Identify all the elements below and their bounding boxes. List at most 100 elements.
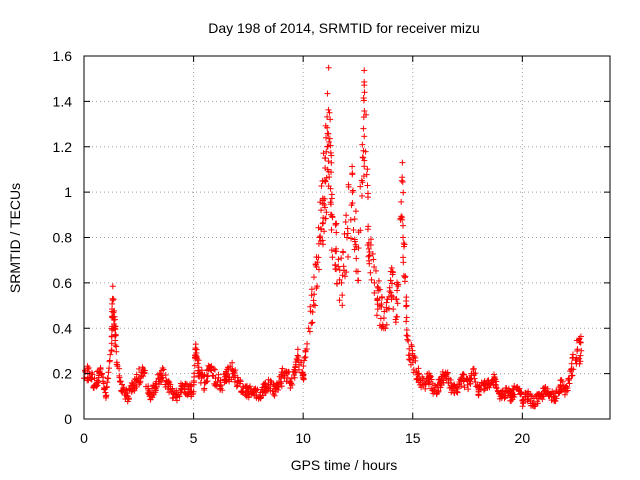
data-point xyxy=(190,381,197,388)
data-point xyxy=(569,372,576,379)
data-point xyxy=(181,385,188,392)
data-point xyxy=(415,370,422,377)
y-tick-label: 0.4 xyxy=(53,320,73,336)
data-point xyxy=(237,377,244,384)
data-point xyxy=(358,192,365,199)
data-point xyxy=(345,183,352,190)
data-point xyxy=(456,381,463,388)
data-point xyxy=(94,379,101,386)
data-point xyxy=(245,394,252,401)
data-point xyxy=(578,347,585,354)
data-point xyxy=(119,387,126,394)
data-point xyxy=(378,293,385,300)
data-point xyxy=(370,256,377,263)
data-point xyxy=(419,373,426,380)
data-point xyxy=(347,235,354,242)
data-point xyxy=(361,67,368,74)
y-tick-label: 0 xyxy=(64,411,72,427)
grid xyxy=(84,56,610,419)
data-point xyxy=(335,256,342,263)
data-point xyxy=(322,122,329,129)
data-point xyxy=(349,200,356,207)
data-point xyxy=(444,369,451,376)
data-point xyxy=(398,213,405,220)
data-point xyxy=(437,378,444,385)
data-point xyxy=(524,398,531,405)
data-point xyxy=(351,216,358,223)
data-point xyxy=(371,263,378,270)
data-point xyxy=(300,363,307,370)
data-point xyxy=(324,143,331,150)
data-point xyxy=(375,285,382,292)
data-point xyxy=(89,371,96,378)
data-point xyxy=(324,113,331,120)
data-point xyxy=(160,366,167,373)
data-point xyxy=(324,90,331,97)
data-point xyxy=(105,375,112,382)
data-point xyxy=(113,348,120,355)
data-point xyxy=(323,134,330,141)
data-point xyxy=(383,321,390,328)
data-point xyxy=(366,249,373,256)
data-point xyxy=(300,371,307,378)
data-point xyxy=(341,273,348,280)
data-point xyxy=(403,332,410,339)
data-point xyxy=(576,355,583,362)
data-point xyxy=(310,274,317,281)
data-point xyxy=(288,375,295,382)
data-point xyxy=(354,268,361,275)
data-point xyxy=(568,360,575,367)
data-point xyxy=(422,380,429,387)
data-point xyxy=(162,371,169,378)
data-point xyxy=(357,227,364,234)
data-point xyxy=(349,187,356,194)
data-point xyxy=(525,391,532,398)
data-point xyxy=(506,389,513,396)
data-point xyxy=(557,381,564,388)
data-point xyxy=(329,213,336,220)
data-point xyxy=(186,389,193,396)
data-point xyxy=(321,228,328,235)
data-point xyxy=(465,386,472,393)
data-point xyxy=(105,369,112,376)
data-point xyxy=(400,189,407,196)
data-point xyxy=(367,236,374,243)
data-point xyxy=(486,382,493,389)
data-point xyxy=(383,306,390,313)
data-point xyxy=(470,365,477,372)
data-point xyxy=(363,111,370,118)
data-point xyxy=(577,338,584,345)
data-point xyxy=(380,315,387,322)
data-point xyxy=(113,343,120,350)
data-point xyxy=(103,384,110,391)
data-point xyxy=(342,218,349,225)
data-point xyxy=(158,375,165,382)
data-point xyxy=(540,393,547,400)
x-axis-label: GPS time / hours xyxy=(291,457,398,473)
data-point xyxy=(316,234,323,241)
data-point xyxy=(136,381,143,388)
data-point xyxy=(314,259,321,266)
data-point xyxy=(403,318,410,325)
y-tick-label: 0.8 xyxy=(53,230,73,246)
data-point xyxy=(514,385,521,392)
data-point xyxy=(188,393,195,400)
y-axis-label: SRMTID / TECUs xyxy=(7,183,23,293)
data-point xyxy=(387,289,394,296)
data-point xyxy=(328,159,335,166)
data-point xyxy=(339,302,346,309)
data-point xyxy=(422,385,429,392)
data-point xyxy=(359,154,366,161)
data-point xyxy=(574,346,581,353)
data-point xyxy=(471,371,478,378)
data-point xyxy=(212,381,219,388)
data-point xyxy=(291,371,298,378)
data-point xyxy=(112,325,119,332)
data-point xyxy=(336,297,343,304)
data-point xyxy=(204,373,211,380)
data-point xyxy=(406,352,413,359)
data-point xyxy=(361,108,368,115)
data-point xyxy=(152,389,159,396)
data-point xyxy=(491,375,498,382)
data-point xyxy=(338,255,345,262)
